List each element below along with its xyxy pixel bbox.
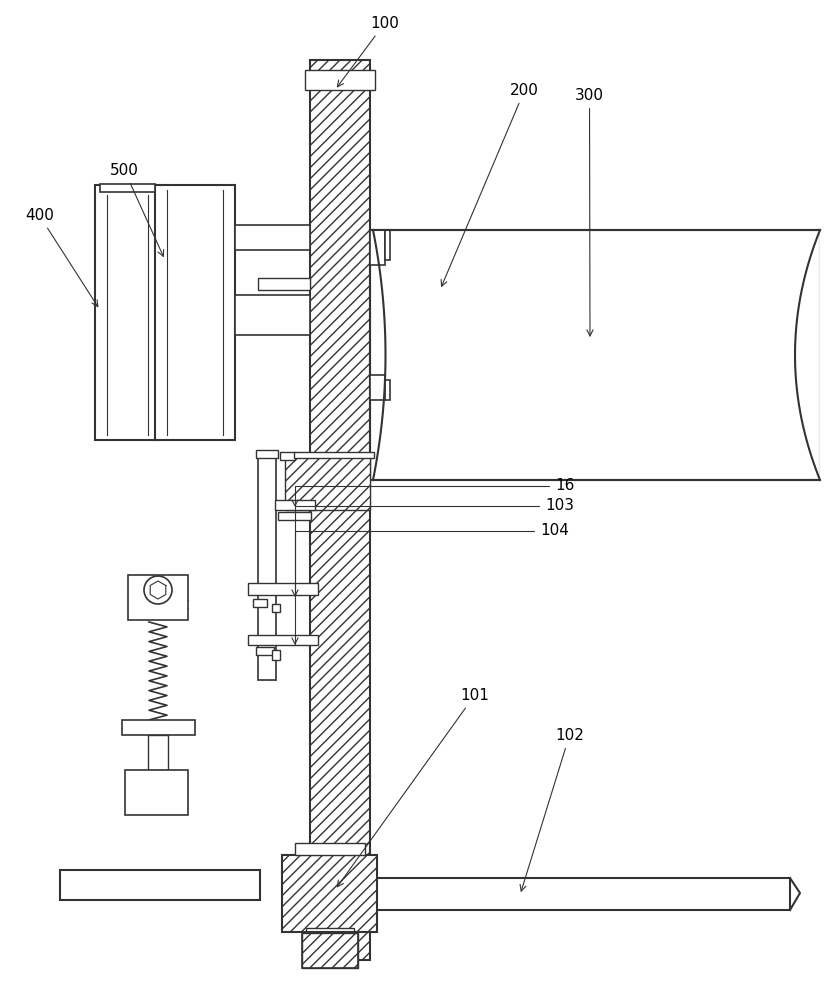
Bar [306,928,354,943]
Bar [258,278,310,290]
Bar [258,455,276,680]
Bar [155,185,235,440]
Text: 400: 400 [25,208,98,307]
Text: 103: 103 [292,498,574,596]
Bar [253,599,267,607]
Bar [375,878,790,910]
Bar [248,635,318,645]
Bar [370,230,385,265]
Bar [256,450,278,458]
Bar [125,770,188,815]
Text: 300: 300 [575,88,604,336]
Text: 500: 500 [110,163,163,256]
Bar [285,455,370,510]
Text: 16: 16 [292,478,575,506]
Bar [235,295,310,335]
Bar [282,855,377,932]
Bar [278,512,311,520]
Bar [282,855,377,932]
Text: 101: 101 [337,688,489,887]
Bar [370,230,820,480]
Bar [302,933,358,968]
Circle shape [144,576,172,604]
Bar [302,933,358,968]
Bar [295,843,365,855]
Bar [280,452,295,460]
Bar [235,225,310,250]
Bar [60,870,260,900]
Text: 102: 102 [520,728,584,891]
Bar [272,650,280,660]
Text: 100: 100 [338,16,399,87]
Bar [248,583,318,595]
Text: 200: 200 [441,83,539,286]
Bar [310,60,370,960]
Bar [122,720,195,735]
Bar [370,375,385,400]
Bar [148,735,168,770]
Bar [305,70,375,90]
Bar [275,500,315,510]
Bar [294,452,374,458]
Bar [272,604,280,612]
Bar [100,184,155,192]
Bar [128,575,188,620]
Bar [310,60,370,960]
Bar [385,380,390,400]
Text: 104: 104 [292,523,569,644]
Bar [256,647,274,655]
Bar [385,230,390,260]
Bar [95,185,160,440]
